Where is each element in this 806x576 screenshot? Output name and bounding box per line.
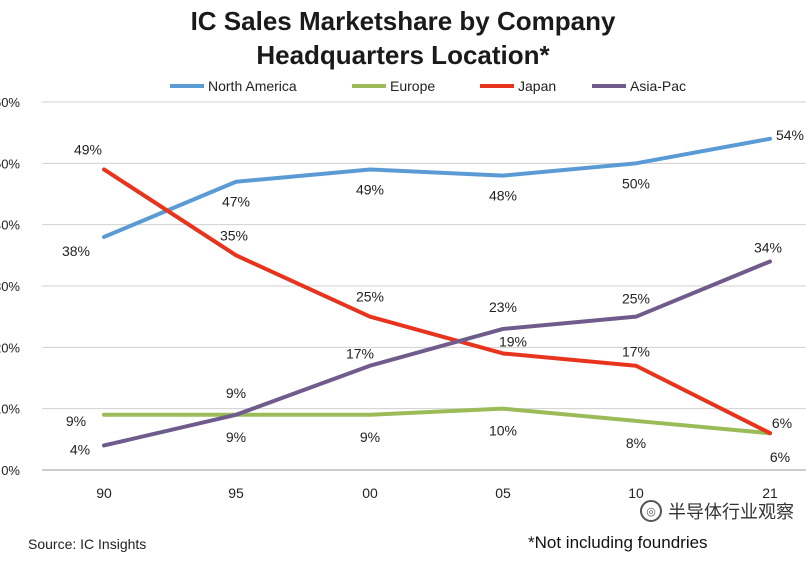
data-label: 49% (356, 181, 384, 197)
series-line (102, 259, 772, 448)
legend: North America Europe Japan Asia-Pac (170, 78, 686, 94)
data-label: 9% (66, 413, 86, 429)
data-label: 25% (356, 289, 384, 305)
data-label: 17% (622, 344, 650, 360)
data-label: 49% (74, 141, 102, 157)
chart-title-line-2: Headquarters Location* (256, 40, 550, 70)
legend-item: Europe (352, 78, 435, 94)
legend-label: North America (208, 78, 297, 94)
legend-label: Japan (518, 78, 556, 94)
x-tick-label: 10 (628, 485, 644, 501)
data-label: 4% (70, 441, 90, 457)
series-line (102, 136, 772, 239)
data-label: 50% (622, 175, 650, 191)
watermark: ◎ 半导体行业观察 (640, 498, 794, 524)
series-line (102, 167, 772, 436)
chart-title-line-1: IC Sales Marketshare by Company (190, 6, 616, 36)
y-tick-label: 40% (0, 218, 20, 233)
x-tick-label: 90 (96, 485, 112, 501)
y-tick-label: 10% (0, 402, 20, 417)
data-label: 6% (772, 415, 792, 431)
data-label: 25% (622, 291, 650, 307)
y-tick-label: 0% (1, 463, 20, 478)
data-label: 6% (770, 449, 790, 465)
gridlines (42, 101, 806, 471)
chart-title: IC Sales Marketshare by Company Headquar… (0, 4, 806, 72)
data-label: 9% (226, 385, 246, 401)
data-label: 47% (222, 194, 250, 210)
y-axis-ticks: 0% 10% 20% 30% 40% 50% 60% (0, 95, 20, 478)
watermark-text: 半导体行业观察 (668, 502, 794, 522)
data-label: 54% (776, 127, 804, 143)
data-label: 48% (489, 188, 517, 204)
data-label: 35% (220, 227, 248, 243)
foundries-note: *Not including foundries (528, 533, 708, 552)
y-tick-label: 30% (0, 279, 20, 294)
legend-item: North America (170, 78, 297, 94)
y-tick-label: 20% (0, 340, 20, 355)
legend-item: Japan (480, 78, 556, 94)
source-note: Source: IC Insights (28, 536, 147, 552)
data-label: 23% (489, 299, 517, 315)
x-axis-ticks: 90 95 00 05 10 21 (96, 485, 778, 501)
data-label: 34% (754, 239, 782, 255)
y-tick-label: 60% (0, 95, 20, 110)
data-label: 17% (346, 346, 374, 362)
x-tick-label: 00 (362, 485, 378, 501)
data-label: 9% (360, 429, 380, 445)
data-labels: 38% 47% 49% 48% 50% 54% 9% 9% 9% 10% 8% 6% 49% 35% 25%… (62, 127, 804, 465)
wechat-icon: ◎ (640, 500, 662, 522)
data-label: 19% (499, 333, 527, 349)
series-line (102, 406, 772, 436)
x-tick-label: 95 (228, 485, 244, 501)
data-label: 9% (226, 429, 246, 445)
legend-label: Asia-Pac (630, 78, 686, 94)
x-tick-label: 05 (495, 485, 511, 501)
data-label: 8% (626, 435, 646, 451)
legend-item: Asia-Pac (592, 78, 686, 94)
series-lines (102, 136, 772, 448)
y-tick-label: 50% (0, 156, 20, 171)
legend-label: Europe (390, 78, 435, 94)
data-label: 38% (62, 243, 90, 259)
x-tick-label: 21 (762, 485, 778, 501)
data-label: 10% (489, 423, 517, 439)
